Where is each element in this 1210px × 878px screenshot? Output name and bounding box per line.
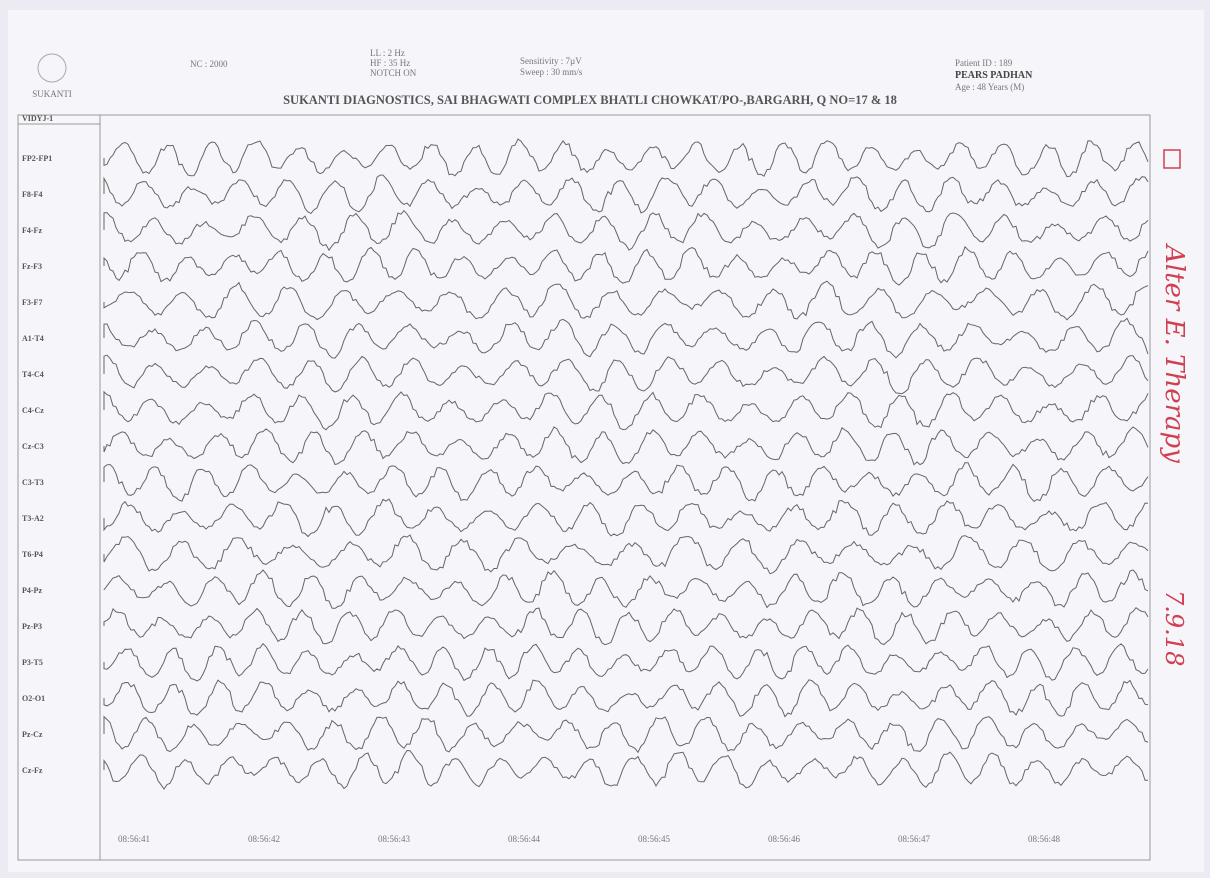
patient-id: Patient ID : 189 (955, 58, 1013, 68)
title: SUKANTI DIAGNOSTICS, SAI BHAGWATI COMPLE… (283, 93, 897, 107)
channel-label: P4-Pz (22, 586, 42, 595)
info: NC : 2000 (190, 59, 228, 69)
channel-label: Pz-P3 (22, 622, 42, 631)
channel-label: T4-C4 (22, 370, 44, 379)
channel-label: F4-Fz (22, 226, 42, 235)
time-label: 08:56:41 (118, 834, 150, 844)
filter: HF : 35 Hz (370, 58, 410, 68)
channel-label: T3-A2 (22, 514, 44, 523)
time-label: 08:56:46 (768, 834, 801, 844)
filter: NOTCH ON (370, 68, 417, 78)
channel-label: F8-F4 (22, 190, 42, 199)
patient-age: Age : 48 Years (M) (955, 82, 1024, 92)
channel-label: Cz-Fz (22, 766, 43, 775)
page: SUKANTI VIDYJ-1 NC : 2000 LL : 2 Hz HF :… (0, 0, 1210, 878)
filter: LL : 2 Hz (370, 48, 405, 58)
channel-label: C3-T3 (22, 478, 44, 487)
patient-name: PEARS PADHAN (955, 70, 1033, 81)
time-label: 08:56:47 (898, 834, 931, 844)
channel-label: Cz-C3 (22, 442, 44, 451)
setting: Sweep : 30 mm/s (520, 67, 583, 77)
time-label: 08:56:44 (508, 834, 541, 844)
note: Alter E. Therapy (1159, 243, 1189, 463)
channel-label: A1-T4 (22, 334, 44, 343)
channel-label: F3-F7 (22, 298, 42, 307)
eeg-sheet: SUKANTI VIDYJ-1 NC : 2000 LL : 2 Hz HF :… (0, 0, 1210, 878)
channel-label: C4-Cz (22, 406, 44, 415)
note-date: 7.9.18 (1160, 590, 1188, 666)
channel-label: Pz-Cz (22, 730, 43, 739)
time-label: 08:56:48 (1028, 834, 1061, 844)
time-label: 08:56:45 (638, 834, 671, 844)
time-label: 08:56:43 (378, 834, 411, 844)
setting: Sensitivity : 7µV (520, 56, 582, 66)
channel-label: O2-O1 (22, 694, 45, 703)
channel-label: P3-T5 (22, 658, 43, 667)
channel-label: FP2-FP1 (22, 154, 52, 163)
logo-caption: SUKANTI (32, 89, 72, 99)
channel-label: T6-P4 (22, 550, 43, 559)
time-label: 08:56:42 (248, 834, 280, 844)
paper (8, 10, 1204, 872)
channel-label: Fz-F3 (22, 262, 42, 271)
montage: VIDYJ-1 (22, 114, 53, 123)
